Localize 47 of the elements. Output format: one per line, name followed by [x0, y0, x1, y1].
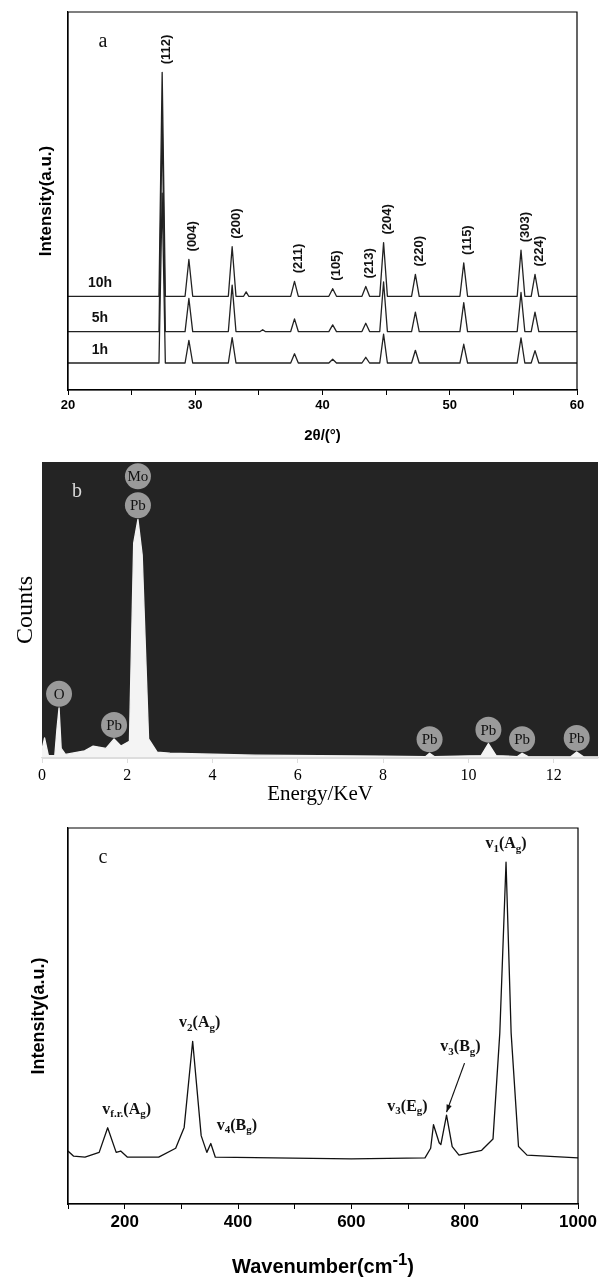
- series-label: 1h: [91, 340, 109, 357]
- series-label: 5h: [91, 309, 109, 326]
- annotation: O: [53, 685, 65, 702]
- x-axis-title: Wavenumber(cm$^{-1}$): [231, 1250, 415, 1278]
- annotation: (004): [184, 221, 200, 252]
- y-axis-title: Counts: [11, 575, 38, 646]
- annotation: Mo: [127, 468, 149, 485]
- annotation: (211): [290, 243, 306, 274]
- x-tick-label: 12: [545, 765, 562, 783]
- annotation: Pb: [106, 716, 122, 733]
- x-tick-label: 30: [188, 397, 203, 413]
- annotation: Pb: [480, 721, 497, 738]
- x-tick-label: 8: [379, 765, 388, 783]
- annotation: c: [98, 845, 108, 868]
- annotation: (112): [157, 34, 173, 65]
- annotation: Pb: [514, 731, 531, 748]
- x-tick-label: 20: [60, 397, 76, 413]
- annotation: (105): [328, 250, 344, 281]
- x-tick-label: 6: [293, 765, 302, 783]
- x-tick-label: 400: [223, 1211, 253, 1231]
- text: a: [98, 29, 108, 52]
- annotation: (213): [361, 248, 377, 279]
- x-tick-label: 4: [208, 765, 217, 783]
- x-tick-label: 2: [123, 765, 132, 783]
- x-tick-label: 10: [460, 765, 477, 783]
- x-tick-label: 0: [38, 765, 46, 783]
- series-label: 10h: [87, 274, 113, 291]
- annotation: (200): [227, 208, 243, 239]
- annotation: (115): [459, 225, 475, 255]
- x-tick-label: 1000: [559, 1211, 597, 1231]
- annotation: Pb: [568, 729, 585, 746]
- annotation: Pb: [421, 731, 438, 748]
- annotation: Pb: [130, 497, 146, 514]
- y-axis-title: Intensity(a.u.): [28, 956, 49, 1077]
- x-tick-label: 200: [110, 1211, 139, 1231]
- annotation: (204): [379, 204, 395, 235]
- annotation: (220): [410, 236, 426, 267]
- annotation: (303): [516, 211, 532, 243]
- x-tick-label: 600: [337, 1211, 366, 1231]
- x-axis-title: Energy/KeV: [266, 781, 374, 806]
- x-tick-label: 50: [442, 397, 457, 413]
- y-axis-title: Intensity(a.u.): [36, 144, 56, 259]
- x-tick-label: 800: [450, 1211, 479, 1231]
- x-tick-label: 40: [315, 397, 330, 413]
- x-tick-label: 60: [569, 397, 585, 413]
- text: b: [72, 479, 82, 502]
- x-axis-title: 2θ/(°): [303, 426, 342, 443]
